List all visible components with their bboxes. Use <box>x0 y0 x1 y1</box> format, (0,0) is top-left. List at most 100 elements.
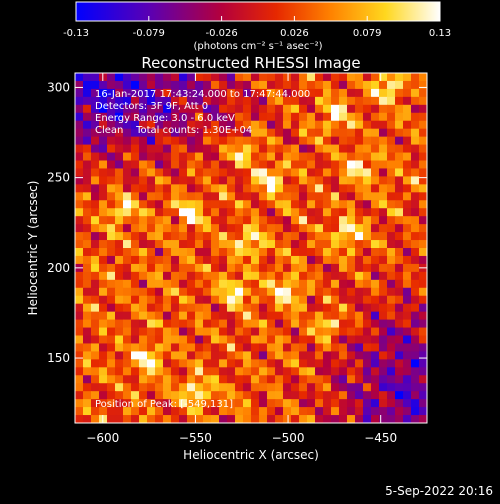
heatmap-cell <box>283 80 292 90</box>
heatmap-cell <box>379 367 388 376</box>
heatmap-cell <box>83 327 92 337</box>
heatmap-cell <box>315 295 324 305</box>
heatmap-cell <box>227 248 236 257</box>
heatmap-cell <box>339 184 348 193</box>
heatmap-cell <box>283 200 292 209</box>
heatmap-cell <box>203 224 212 233</box>
heatmap-cell <box>387 224 396 233</box>
heatmap-cell <box>323 160 332 170</box>
heatmap-cell <box>187 391 196 400</box>
heatmap-cell <box>267 367 276 376</box>
heatmap-cell <box>99 224 108 233</box>
heatmap-cell <box>299 216 308 225</box>
heatmap-cell <box>275 216 284 225</box>
heatmap-cell <box>115 351 124 360</box>
heatmap-cell <box>387 112 396 122</box>
heatmap-cell <box>251 168 260 177</box>
heatmap-cell <box>251 144 260 154</box>
heatmap-cell <box>83 319 92 329</box>
heatmap-cell <box>235 160 244 170</box>
heatmap-cell <box>155 407 164 416</box>
heatmap-cell <box>211 152 220 162</box>
heatmap-cell <box>147 152 156 162</box>
heatmap-cell <box>339 295 348 305</box>
heatmap-cell <box>75 152 84 162</box>
heatmap-cell <box>91 224 100 233</box>
heatmap-cell <box>259 73 268 82</box>
heatmap-cell <box>195 120 204 130</box>
heatmap-cell <box>275 343 284 352</box>
heatmap-cell <box>259 248 268 257</box>
heatmap-cell <box>91 311 100 321</box>
heatmap-cell <box>219 144 228 154</box>
heatmap-cell <box>323 168 332 177</box>
heatmap-cell <box>115 168 124 177</box>
heatmap-cell <box>363 367 372 376</box>
heatmap-cell <box>115 88 124 98</box>
heatmap-cell <box>227 168 236 177</box>
heatmap-cell <box>371 415 380 423</box>
heatmap-cell <box>147 255 156 265</box>
heatmap-cell <box>259 96 268 106</box>
heatmap-cell <box>155 88 164 98</box>
heatmap-cell <box>91 335 100 345</box>
heatmap-cell <box>243 391 252 400</box>
heatmap-cell <box>139 279 148 289</box>
heatmap-cell <box>291 88 300 98</box>
heatmap-cell <box>331 311 340 321</box>
heatmap-cell <box>195 359 204 368</box>
heatmap-cell <box>187 359 196 368</box>
heatmap-cell <box>419 311 427 321</box>
heatmap-cell <box>347 383 356 392</box>
heatmap-cell <box>347 144 356 154</box>
heatmap-cell <box>171 263 180 273</box>
heatmap-cell <box>155 287 164 297</box>
heatmap-cell <box>163 351 172 360</box>
heatmap-cell <box>347 415 356 423</box>
heatmap-cell <box>411 367 420 376</box>
heatmap-cell <box>115 415 124 423</box>
heatmap-cell <box>371 271 380 281</box>
heatmap-cell <box>139 232 148 241</box>
heatmap-cell <box>203 144 212 154</box>
heatmap-cell <box>99 73 108 82</box>
heatmap-cell <box>203 96 212 106</box>
heatmap-cell <box>243 192 252 201</box>
heatmap-cell <box>291 279 300 289</box>
heatmap-cell <box>403 383 412 392</box>
heatmap-cell <box>227 383 236 392</box>
heatmap-cell <box>323 144 332 154</box>
heatmap-cell <box>75 351 84 360</box>
heatmap-cell <box>291 200 300 209</box>
heatmap-cell <box>147 335 156 345</box>
heatmap-cell <box>411 73 420 82</box>
heatmap-cell <box>323 152 332 162</box>
heatmap-cell <box>155 184 164 193</box>
heatmap-cell <box>283 407 292 416</box>
heatmap-cell <box>315 375 324 384</box>
heatmap-cell <box>243 375 252 384</box>
heatmap-cell <box>347 80 356 90</box>
heatmap-cell <box>315 240 324 249</box>
heatmap-cell <box>179 335 188 345</box>
heatmap-cell <box>379 383 388 392</box>
heatmap-cell <box>171 271 180 281</box>
heatmap-cell <box>355 136 364 146</box>
heatmap-cell <box>171 311 180 321</box>
heatmap-cell <box>315 407 324 416</box>
heatmap-cell <box>171 96 180 106</box>
heatmap-cell <box>187 287 196 297</box>
heatmap-cell <box>259 343 268 352</box>
heatmap-cell <box>171 176 180 185</box>
heatmap-cell <box>419 168 427 177</box>
heatmap-cell <box>347 343 356 352</box>
heatmap-cell <box>347 335 356 345</box>
heatmap-cell <box>347 255 356 265</box>
heatmap-cell <box>163 311 172 321</box>
heatmap-cell <box>163 327 172 337</box>
heatmap-cell <box>347 112 356 122</box>
heatmap-cell <box>235 240 244 249</box>
heatmap-cell <box>235 295 244 305</box>
heatmap-cell <box>235 144 244 154</box>
